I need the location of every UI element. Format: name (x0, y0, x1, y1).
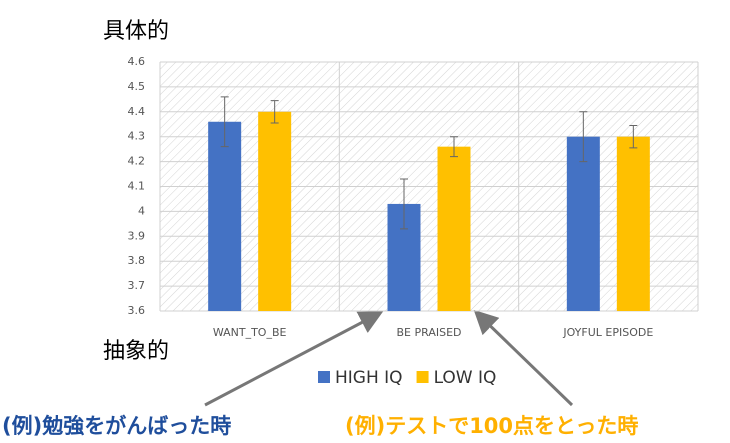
error-bar (629, 124, 638, 149)
arrow (473, 309, 574, 407)
arrow (204, 311, 384, 407)
y-tick-label: 4.3 (128, 130, 146, 143)
y-tick-label: 4.4 (128, 105, 146, 118)
legend-label: LOW IQ (434, 368, 497, 388)
bar (258, 111, 292, 311)
y-tick-label: 4.2 (128, 155, 146, 168)
error-bar (400, 178, 408, 230)
bar (437, 146, 471, 311)
y-tick-label: 4.1 (128, 180, 146, 193)
annotation: (例)勉強をがんばった時 (2, 414, 231, 438)
y-tick-label: 4 (138, 204, 145, 217)
error-bar (450, 136, 458, 158)
bar (616, 136, 650, 311)
y-tick-label: 3.8 (128, 254, 146, 267)
y-tick-label: 4.5 (128, 80, 146, 93)
y-tick-label: 3.6 (128, 304, 146, 317)
legend-swatch (416, 371, 429, 383)
x-tick-label: BE PRAISED (397, 326, 462, 339)
bar (566, 136, 600, 311)
error-bar (220, 96, 229, 148)
y-tick-label: 3.7 (128, 279, 146, 292)
legend-swatch (318, 371, 330, 383)
y-tick-label: 4.6 (128, 55, 146, 68)
error-bar (270, 100, 279, 124)
x-tick-label: WANT_TO_BE (213, 326, 287, 339)
x-tick-label: JOYFUL EPISODE (562, 326, 653, 339)
bar (208, 121, 242, 311)
legend-label: HIGH IQ (335, 368, 403, 388)
error-bar (579, 111, 588, 163)
annotation: 抽象的 (103, 339, 169, 364)
annotation: 具体的 (103, 19, 169, 44)
annotation: (例)テストで100点をとった時 (345, 414, 638, 438)
y-tick-label: 3.9 (128, 229, 146, 242)
